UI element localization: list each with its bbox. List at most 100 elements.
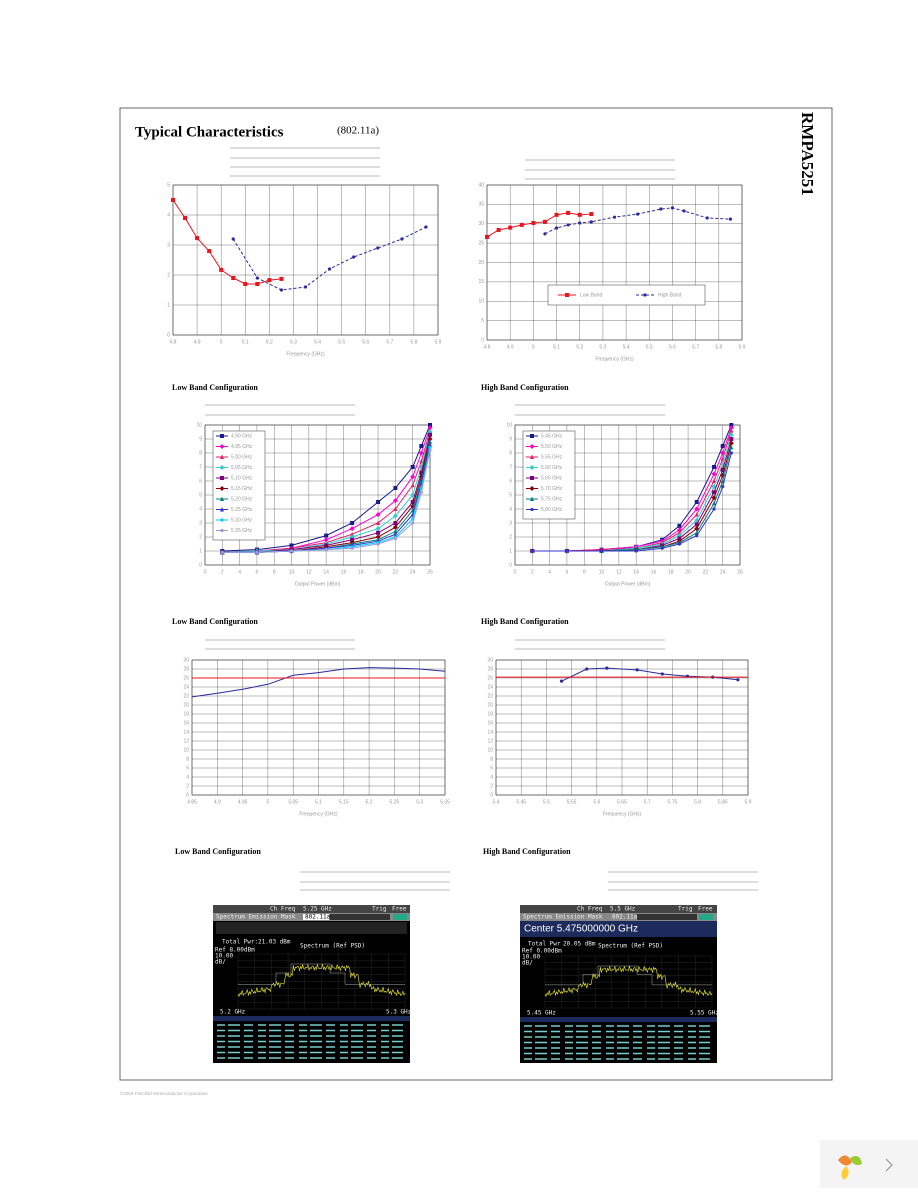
y-tick-label: 6 (509, 478, 512, 484)
marker (219, 486, 225, 491)
marker (694, 512, 699, 517)
x-tick-label: 5.2 (366, 799, 373, 805)
marker (728, 425, 734, 431)
marker (496, 227, 501, 232)
legend-label: 5.60 GHz (541, 465, 563, 471)
marker (554, 212, 559, 217)
y-tick-label: 5 (167, 182, 170, 188)
marker (393, 536, 397, 541)
marker (729, 444, 734, 450)
marker (255, 550, 259, 555)
marker (428, 439, 432, 444)
marker (519, 222, 524, 227)
legend-label: 4.90 GHz (231, 433, 253, 439)
marker (410, 482, 415, 488)
marker (660, 672, 664, 676)
mode: Spectrum Emission Mask (216, 914, 296, 921)
marker (589, 220, 593, 224)
x-axis-label: Frequency (GHz) (603, 811, 642, 817)
x-tick-label: 5.3 (290, 339, 297, 345)
marker (350, 537, 355, 542)
total-pwr: 21.03 dBm (258, 939, 291, 946)
x-tick-label: 24 (410, 569, 416, 575)
x-tick-label: 4.8 (484, 344, 491, 350)
series-line (172, 199, 282, 285)
trace-title: Spectrum (Ref PSD) (300, 943, 365, 950)
marker (424, 225, 428, 229)
next-page-button[interactable] (885, 1158, 893, 1172)
marker (428, 445, 432, 449)
series-line (532, 452, 732, 552)
x-axis-label: Frequency (GHz) (595, 356, 634, 362)
x-tick-label: 5.2 (576, 344, 583, 350)
marker (605, 666, 609, 670)
x-tick-label: 5.3 (416, 799, 423, 805)
marker (428, 442, 432, 447)
title: Typical Characteristics (135, 124, 284, 140)
legend-label: 4.95 GHz (231, 444, 253, 450)
marker (542, 219, 547, 224)
marker (578, 221, 582, 225)
y-tick-label: 16 (487, 720, 493, 726)
marker (219, 465, 225, 470)
x-tick-label: 5.3 (599, 344, 606, 350)
y-tick-label: 1 (167, 302, 170, 308)
marker (410, 474, 416, 480)
y-tick-label: 2 (199, 534, 202, 540)
logo-petal (838, 1155, 852, 1166)
marker (400, 237, 404, 241)
x-tick-label: 4.8 (170, 339, 177, 345)
marker (220, 434, 224, 438)
x-tick-label: 0 (204, 569, 207, 575)
y-tick-label: 7 (199, 464, 202, 470)
legend-label: 5.20 GHz (231, 496, 253, 502)
section-label: Low Band Configuration (172, 617, 258, 626)
marker (712, 500, 717, 506)
y-tick-label: 1 (509, 548, 512, 554)
marker (393, 531, 398, 537)
marker (720, 444, 725, 448)
legend-label: 5.00 GHz (231, 454, 253, 460)
marker (529, 486, 535, 491)
section-label: High Band Configuration (481, 383, 569, 392)
marker (530, 507, 534, 512)
x-tick-label: 4.95 (238, 799, 248, 805)
y-tick-label: 30 (487, 657, 493, 663)
marker (376, 500, 381, 504)
y-tick-label: 6 (186, 765, 189, 771)
y-tick-label: 0 (490, 792, 493, 798)
marker (220, 454, 224, 459)
marker (392, 513, 398, 519)
total-pwr-label: Total Pwr: (222, 939, 258, 946)
legend-label: 5.25 GHz (231, 507, 253, 513)
marker (529, 444, 535, 449)
marker (376, 530, 381, 535)
ref-level: Ref 8.00dBm (215, 947, 255, 954)
marker (565, 293, 569, 297)
marker (712, 478, 717, 483)
marker (559, 679, 564, 683)
x-tick-label: 8 (273, 569, 276, 575)
marker (659, 207, 663, 211)
x-tick-label: 4.9 (214, 799, 221, 805)
center-freq: Center 5.475000000 GHz (524, 924, 638, 935)
marker (393, 528, 398, 534)
x-axis-label: Frequency (GHz) (299, 811, 338, 817)
marker (736, 678, 740, 682)
y-tick-label: 8 (490, 756, 493, 762)
x-tick-label: 26 (737, 569, 743, 575)
marker (729, 451, 733, 455)
x-tick-label: 5.9 (739, 344, 746, 350)
y-tick-label: 28 (183, 666, 189, 672)
marker (376, 246, 380, 250)
legend-label: 5.65 GHz (541, 475, 563, 481)
series-line (222, 424, 431, 552)
marker (705, 216, 709, 220)
x-tick-label: 5.5 (543, 799, 550, 805)
marker (375, 526, 381, 532)
y-tick-label: 4 (199, 506, 202, 512)
x-tick-label: 16 (341, 569, 347, 575)
trig: Free (392, 906, 407, 913)
x-tick-label: 5.2 (266, 339, 273, 345)
marker (585, 667, 589, 671)
